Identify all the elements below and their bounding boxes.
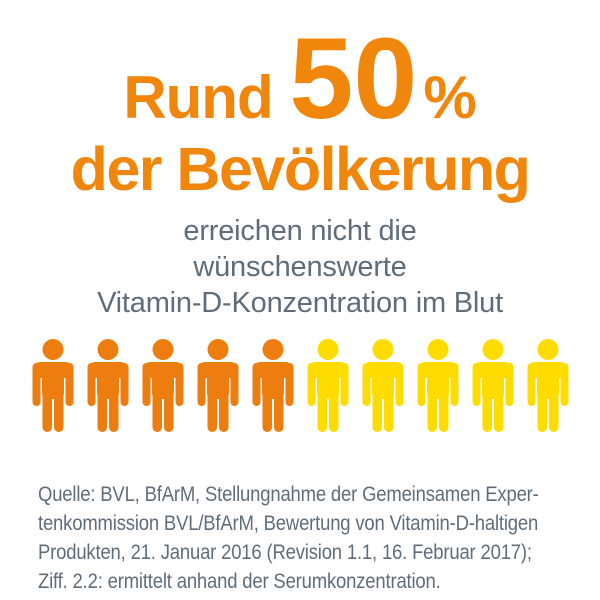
source-line: Quelle: BVL, BfArM, Stellungnahme der Ge… bbox=[38, 483, 539, 506]
headline-percent-sign: % bbox=[423, 64, 477, 131]
person-icon bbox=[525, 339, 571, 432]
headline-line1: Rund 50% bbox=[0, 0, 600, 137]
subtitle-line: wünschenswerte bbox=[193, 251, 407, 283]
source-line: Ziff. 2.2: ermittelt anhand der Serumkon… bbox=[38, 570, 441, 593]
headline-line2: der Bevölkerung bbox=[70, 135, 531, 203]
person-icon bbox=[85, 339, 131, 432]
person-icon bbox=[250, 339, 296, 432]
person-icon bbox=[195, 339, 241, 432]
headline-percentage-value: 50 bbox=[289, 15, 418, 143]
pictogram-row bbox=[0, 339, 600, 432]
subtitle: erreichen nicht die wünschenswerte Vitam… bbox=[0, 213, 600, 321]
subtitle-line: erreichen nicht die bbox=[183, 215, 417, 247]
person-icon bbox=[415, 339, 461, 432]
person-icon bbox=[30, 339, 76, 432]
source-note: Quelle: BVL, BfArM, Stellungnahme der Ge… bbox=[38, 480, 539, 596]
person-icon bbox=[140, 339, 186, 432]
source-line: Produkten, 21. Januar 2016 (Revision 1.1… bbox=[38, 541, 532, 564]
person-icon bbox=[360, 339, 406, 432]
headline-prefix: Rund bbox=[123, 64, 273, 131]
source-line: tenkommission BVL/BfArM, Bewertung von V… bbox=[38, 512, 539, 535]
subtitle-line: Vitamin-D-Konzentration im Blut bbox=[97, 287, 503, 319]
headline: Rund 50% der Bevölkerung bbox=[0, 0, 600, 200]
person-icon bbox=[305, 339, 351, 432]
person-icon bbox=[470, 339, 516, 432]
